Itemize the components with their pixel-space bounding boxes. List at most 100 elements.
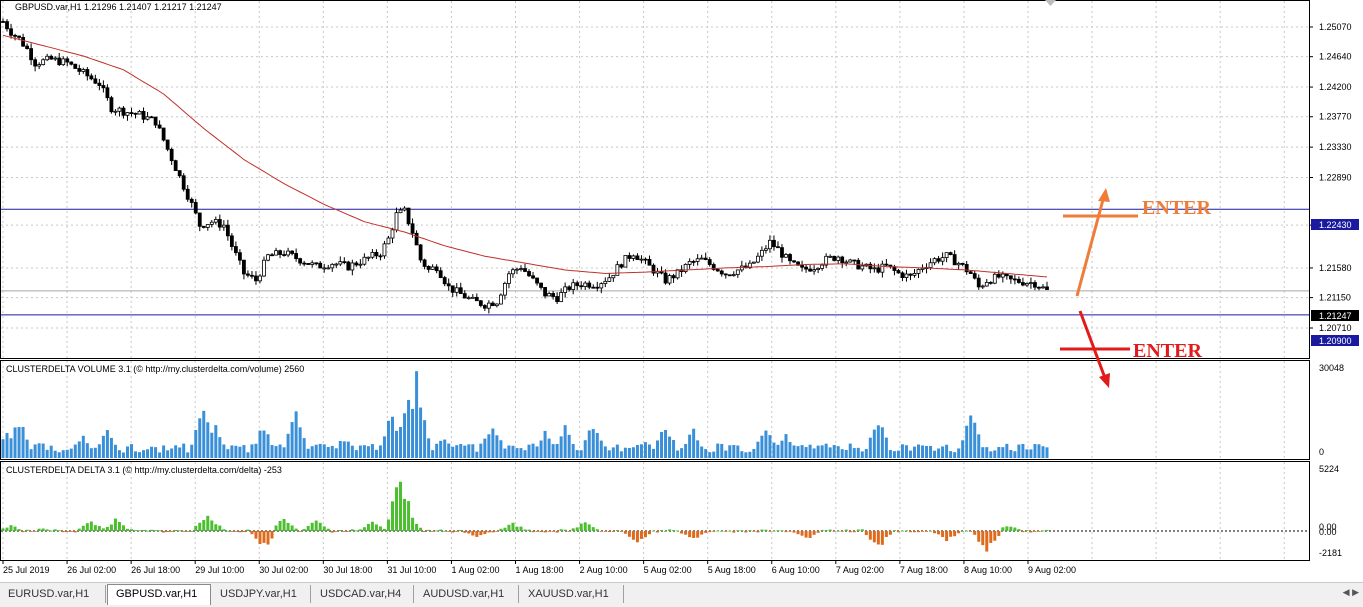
candle-body: [980, 285, 985, 288]
volume-bar: [732, 445, 736, 458]
delta-bar: [700, 531, 704, 535]
volume-bar: [142, 450, 146, 458]
price-tick-label: 1.22890: [1319, 173, 1352, 183]
volume-bar: [812, 448, 816, 458]
candle-body: [876, 267, 881, 273]
volume-bar: [97, 444, 101, 458]
candle-body: [382, 243, 387, 257]
volume-bar: [230, 445, 234, 458]
delta-bar: [623, 531, 627, 534]
candle-body: [205, 224, 210, 228]
candle-body: [1008, 275, 1013, 280]
candle-body: [952, 254, 957, 266]
volume-bar: [202, 410, 206, 458]
delta-bar: [912, 531, 916, 533]
tab-scroll-arrows[interactable]: ◀ ▶: [1342, 587, 1359, 597]
delta-bar: [619, 531, 623, 532]
delta-bar: [808, 531, 812, 538]
tab-usdcad[interactable]: USDCAD.var,H4: [312, 585, 414, 603]
delta-bar: [246, 529, 250, 531]
volume-bar: [1041, 446, 1045, 458]
tab-gbpusd[interactable]: GBPUSD.var,H1: [107, 584, 211, 605]
delta-bar: [756, 531, 760, 533]
time-axis: 25 Jul 2019 26 Jul 02:00 26 Jul 18:00 29 Ju…: [2, 560, 1076, 575]
tab-xauusd[interactable]: XAUUSD.var,H1: [520, 585, 624, 603]
tab-audusd[interactable]: AUDUSD.var,H1: [415, 585, 519, 603]
candle-body: [217, 219, 222, 228]
delta-bar: [712, 531, 716, 532]
delta-bar: [969, 531, 973, 532]
volume-bar: [298, 427, 302, 458]
delta-bar: [515, 526, 519, 531]
candle-body: [603, 280, 608, 285]
candle-body: [133, 112, 138, 115]
volume-bar: [921, 445, 925, 458]
volume-bar: [242, 445, 246, 458]
volume-bar: [286, 433, 290, 458]
candle-body: [378, 255, 383, 258]
tab-usdjpy[interactable]: USDJPY.var,H1: [212, 585, 311, 603]
delta-bar: [61, 531, 65, 533]
volume-bar: [1029, 449, 1033, 458]
candle-body: [904, 273, 909, 278]
candle-body: [25, 45, 29, 49]
chart-canvas[interactable]: 1.25070 1.24640 1.24200 1.23770 1.23330 1.228…: [0, 0, 1363, 582]
volume-bar: [246, 452, 250, 458]
candle-body: [17, 35, 21, 38]
candle-body: [992, 273, 997, 284]
candle-body: [374, 251, 379, 257]
delta-bar: [575, 527, 579, 531]
delta-bar: [33, 531, 37, 532]
volume-bar: [362, 445, 366, 458]
moving-average-line: [2, 34, 1048, 278]
delta-bar: [101, 528, 105, 531]
delta-bar: [386, 519, 390, 531]
volume-bar: [455, 445, 459, 458]
volume-bar: [816, 445, 820, 458]
volume-bar: [929, 445, 933, 458]
volume-bar: [366, 446, 370, 458]
candle-body: [1041, 286, 1045, 289]
volume-bar: [57, 452, 61, 458]
volume-bar: [354, 450, 358, 458]
delta-bar: [567, 531, 571, 532]
lower-level-tag: [1311, 335, 1359, 346]
time-tick-label: 31 Jul 10:00: [387, 565, 436, 575]
delta-bar: [599, 531, 603, 532]
volume-bar: [451, 446, 455, 458]
volume-bar: [579, 450, 583, 458]
candle-body: [531, 275, 535, 279]
candle-body: [322, 267, 327, 270]
volume-bar: [234, 445, 238, 458]
volume-bar: [563, 425, 567, 458]
volume-bar: [182, 443, 186, 458]
delta-bar: [937, 531, 941, 535]
delta-bar: [411, 517, 415, 531]
volume-bar: [178, 447, 182, 458]
delta-bar: [844, 529, 848, 531]
delta-bar: [286, 522, 290, 531]
volume-bar: [997, 447, 1001, 458]
candle-body: [840, 256, 845, 264]
delta-bar: [105, 526, 109, 531]
delta-bar: [917, 531, 921, 533]
delta-bar: [109, 524, 113, 531]
shift-marker-icon[interactable]: [1045, 0, 1056, 6]
tab-eurusd[interactable]: EURUSD.var,H1: [0, 585, 106, 603]
candle-body: [615, 264, 620, 276]
volume-bar: [860, 451, 864, 458]
volume-bar: [583, 440, 587, 458]
candle-body: [575, 282, 580, 287]
delta-bar: [158, 530, 162, 532]
delta-bar: [551, 531, 555, 532]
volume-bar: [531, 443, 535, 458]
delta-bar: [117, 521, 121, 531]
delta-bar: [993, 531, 997, 541]
delta-bar: [222, 529, 226, 531]
volume-bar: [65, 449, 69, 458]
candle-body: [410, 223, 415, 234]
volume-bar: [5, 433, 9, 458]
volume-bar: [840, 449, 844, 458]
candle-body: [699, 257, 704, 260]
